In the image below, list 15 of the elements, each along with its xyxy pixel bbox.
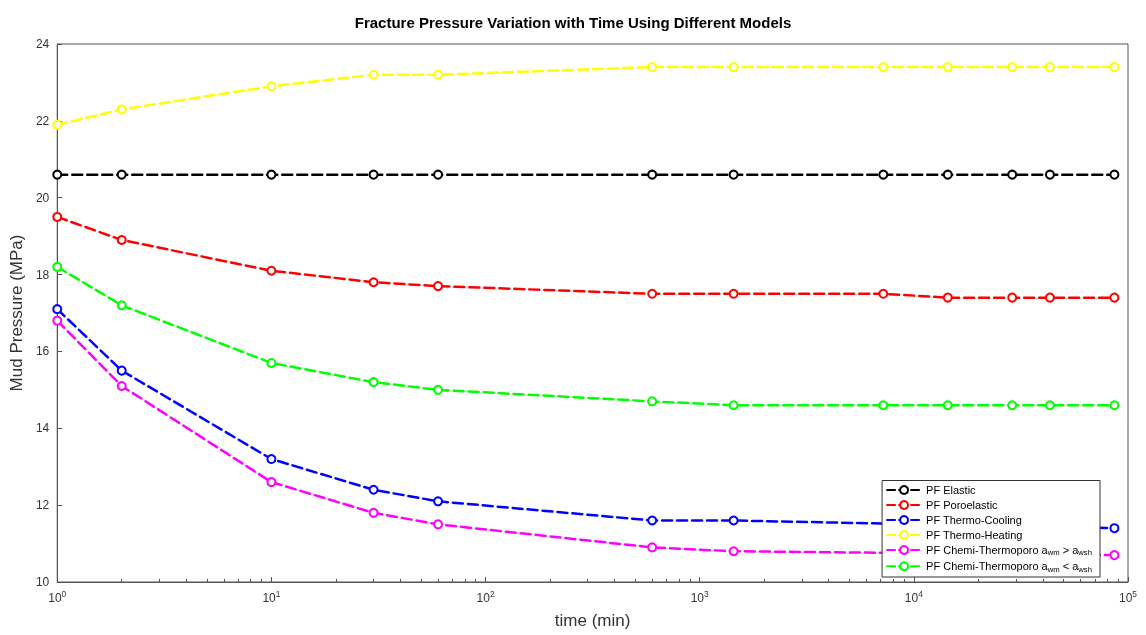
chart-title: Fracture Pressure Variation with Time Using Different Models <box>354 14 792 31</box>
y-tick-label: 12 <box>35 498 50 513</box>
y-tick-label: 18 <box>35 267 50 282</box>
legend-label: PF Poroelastic <box>926 499 999 511</box>
y-tick-label: 20 <box>35 190 50 205</box>
legend-label: PF Thermo-Heating <box>926 529 1023 541</box>
y-tick-label: 14 <box>35 421 50 436</box>
y-tick-label: 10 <box>35 575 50 589</box>
legend-label: PF Thermo-Cooling <box>926 514 1022 526</box>
x-axis-title: time (min) <box>554 611 631 630</box>
y-tick-label: 22 <box>35 113 50 128</box>
y-tick-label: 24 <box>35 37 50 51</box>
y-tick-label: 16 <box>35 344 50 359</box>
y-axis-title: Mud Pressure (MPa) <box>7 234 26 392</box>
legend-label: PF Elastic <box>926 484 977 496</box>
